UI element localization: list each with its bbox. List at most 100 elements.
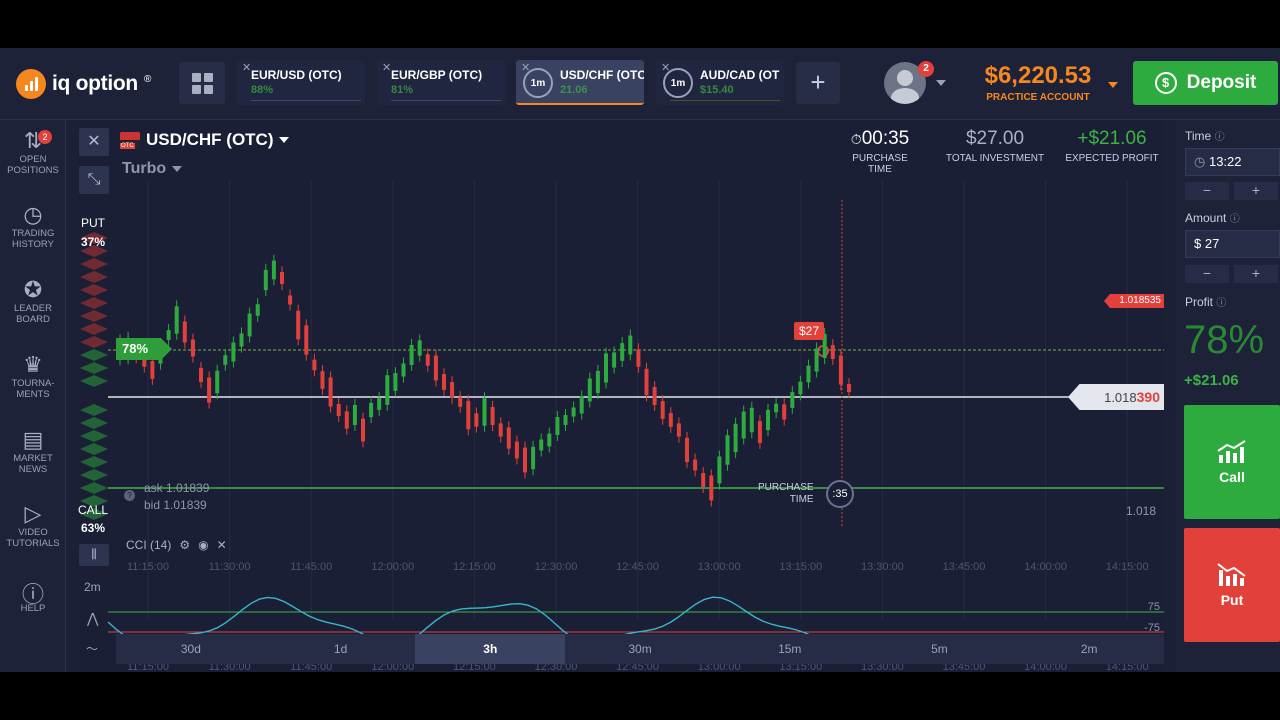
eye-icon[interactable]: ◉: [198, 538, 209, 552]
put-button[interactable]: Put: [1184, 528, 1280, 642]
candle: [231, 342, 236, 362]
sidebar-item-label: Tourna- ments: [11, 378, 55, 400]
bid-price: bid 1.01839: [144, 498, 207, 512]
candle: [417, 340, 422, 356]
candle: [587, 378, 592, 402]
candle: [628, 335, 633, 355]
info-icon: ⓘ: [1214, 132, 1225, 143]
timeframe-1d[interactable]: 1d: [333, 642, 348, 656]
candle: [450, 382, 455, 398]
asset-selector[interactable]: OTC USD/CHF (OTC): [120, 130, 290, 150]
collapse-icon[interactable]: ⤡: [79, 166, 109, 194]
sidebar-item-leaderboard[interactable]: ✪ Leader board: [0, 277, 66, 325]
asset-tab-eurgbp[interactable]: ✕ EUR/GBP (OTC) 81%: [377, 60, 505, 105]
time-label: 13:30:00: [861, 561, 904, 573]
candle: [620, 343, 625, 361]
timeframe-15m[interactable]: 15m: [778, 642, 802, 656]
sidebar-item-tournaments[interactable]: ♛ Tourna- ments: [0, 352, 66, 400]
timeframe-30m[interactable]: 30m: [628, 642, 652, 656]
timeframe-5m[interactable]: 5m: [931, 642, 948, 656]
candle: [215, 370, 220, 394]
close-chart-button[interactable]: ✕: [79, 128, 109, 156]
time-increase-button[interactable]: +: [1234, 182, 1278, 200]
sidebar-item-market-news[interactable]: ▤ Market news: [0, 427, 66, 475]
gear-icon[interactable]: ⚙: [179, 538, 191, 552]
deposit-label: Deposit: [1186, 72, 1257, 93]
purchase-time-label: PURCHASE TIME: [852, 153, 908, 175]
sidebar-item-video-tutorials[interactable]: ▷ Video tutorials: [0, 501, 66, 549]
candle: [531, 446, 536, 470]
sidebar-item-trading-history[interactable]: ◷ Trading history: [0, 202, 66, 250]
candle: [555, 417, 560, 435]
candle: [814, 348, 819, 372]
timeframe-3h[interactable]: 3h: [415, 634, 566, 664]
close-icon[interactable]: ✕: [661, 62, 671, 74]
mode-selector[interactable]: Turbo: [122, 160, 183, 178]
candles-icon[interactable]: ⫼: [79, 544, 109, 566]
candle: [263, 269, 268, 291]
candle: [514, 441, 519, 459]
sidebar-item-open-positions[interactable]: ⇅ 2 Open positions: [0, 128, 66, 176]
open-price-tag: 1.018535: [1104, 294, 1164, 308]
candle: [595, 370, 600, 394]
time-label: 12:30:00: [535, 561, 578, 573]
candle-interval[interactable]: 2m: [84, 580, 101, 594]
put-percent: 37%: [80, 235, 106, 249]
avatar[interactable]: [884, 62, 926, 104]
close-icon[interactable]: ✕: [382, 62, 392, 74]
asset-tab-usdchf[interactable]: ✕ 1m USD/CHF (OTC 21.06: [516, 60, 644, 105]
candle: [612, 352, 617, 368]
asset-tab-eurusd[interactable]: ✕ EUR/USD (OTC) 88%: [237, 60, 365, 105]
candle: [199, 367, 203, 383]
candle: [247, 313, 252, 337]
deposit-button[interactable]: $ Deposit: [1133, 61, 1278, 105]
assets-grid-button[interactable]: [179, 62, 225, 104]
call-button[interactable]: Call: [1184, 405, 1280, 519]
time-label: 11:30:00: [209, 561, 251, 573]
flag-icon: OTC: [120, 132, 140, 149]
candle: [790, 392, 795, 408]
cci-level-low: -75: [1144, 622, 1160, 634]
candle: [474, 413, 479, 427]
logo[interactable]: iq option ®: [16, 69, 151, 99]
amount-increase-button[interactable]: +: [1234, 265, 1278, 283]
price-chart[interactable]: 11:15:00 11:15:00 11:30:00 11:30:00 11:45:00…: [78, 120, 1164, 672]
asset-tab-audcad[interactable]: ✕ 1m AUD/CAD (OT $15.40: [656, 60, 784, 105]
time-field[interactable]: ◷ 13:22: [1185, 148, 1280, 176]
asset-title: USD/CHF (OTC): [146, 130, 274, 149]
candle: [223, 355, 228, 365]
candle: [482, 398, 487, 426]
purchase-time-marker-label: PURCHASE TIME: [758, 482, 814, 505]
time-decrease-button[interactable]: −: [1185, 182, 1229, 200]
time-label: 14:00:00: [1024, 661, 1067, 672]
chart-area[interactable]: 11:15:00 11:15:00 11:30:00 11:30:00 11:45:00…: [78, 120, 1164, 672]
time-label: 12:15:00: [453, 661, 496, 672]
notification-badge: 2: [918, 61, 934, 77]
top-bar: iq option ® ✕ EUR/USD (OTC) 88% ✕ EUR/GB…: [0, 48, 1280, 120]
time-label: 12:45:00: [616, 561, 659, 573]
add-asset-button[interactable]: +: [796, 62, 840, 104]
help-icon[interactable]: ?: [124, 490, 135, 501]
logo-text: iq option: [52, 72, 138, 95]
current-price-highlight: 390: [1136, 389, 1160, 405]
close-icon[interactable]: ✕: [216, 538, 227, 552]
drawing-tools-icon[interactable]: ⋀: [87, 610, 99, 626]
candle: [782, 404, 787, 420]
amount-decrease-button[interactable]: −: [1185, 265, 1229, 283]
asset-tab-profit: 81%: [391, 84, 414, 96]
candle: [174, 306, 179, 334]
close-icon[interactable]: ✕: [521, 62, 531, 74]
chevron-down-icon[interactable]: [1108, 82, 1118, 88]
sidebar-item-help[interactable]: ⓘ Help: [0, 577, 66, 614]
candle: [547, 433, 552, 447]
chevron-down-icon[interactable]: [936, 80, 946, 86]
candle: [701, 473, 706, 487]
timeframe-30d[interactable]: 30d: [180, 642, 201, 656]
balance-display[interactable]: $6,220.53 PRACTICE ACCOUNT: [978, 62, 1098, 103]
indicators-icon[interactable]: 〜: [86, 642, 99, 656]
amount-field[interactable]: $ 27: [1185, 230, 1280, 258]
close-icon[interactable]: ✕: [242, 62, 252, 74]
time-label: 13:45:00: [943, 561, 986, 573]
timeframe-2m[interactable]: 2m: [1080, 642, 1098, 656]
candle: [774, 403, 779, 413]
